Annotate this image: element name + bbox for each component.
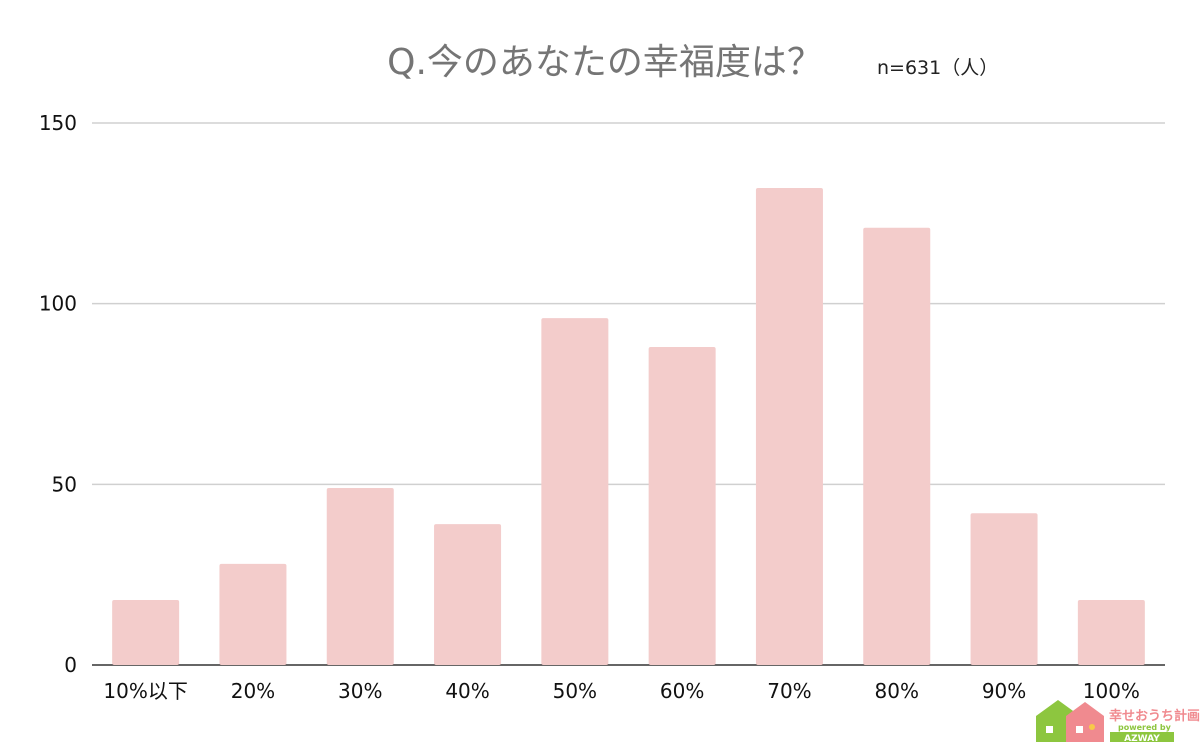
x-axis-tick-labels: 10%以下 20% 30% 40% 50% 60% 70% 80% 90% 100% — [103, 679, 1140, 703]
chart-title: Q.今のあなたの幸福度は？ — [387, 42, 823, 83]
y-axis-tick-labels: 0 50 100 150 — [39, 111, 77, 677]
x-tick-label: 100% — [1083, 679, 1140, 703]
bar — [112, 599, 180, 665]
bar — [648, 347, 716, 665]
x-tick-label: 70% — [767, 679, 811, 703]
brand-name: 幸せおうち計画 — [1109, 708, 1200, 724]
brand-company: AZWAY — [1124, 734, 1160, 742]
y-tick-label: 50 — [52, 472, 77, 496]
bar — [1077, 599, 1145, 665]
bar — [755, 188, 823, 666]
x-tick-label: 50% — [553, 679, 597, 703]
y-tick-label: 100 — [39, 292, 77, 316]
house-icon — [1036, 700, 1104, 742]
bar — [863, 227, 931, 665]
bar — [970, 513, 1038, 665]
brand-logo: 幸せおうち計画 powered by AZWAY — [1036, 700, 1200, 742]
x-tick-label: 90% — [982, 679, 1026, 703]
chart-subtitle: n=631（人） — [877, 57, 998, 79]
x-tick-label: 10%以下 — [103, 679, 187, 703]
bar — [434, 524, 502, 665]
x-tick-label: 40% — [445, 679, 489, 703]
bar — [326, 487, 394, 665]
x-tick-label: 60% — [660, 679, 704, 703]
bar — [541, 318, 609, 665]
brand-tagline: powered by — [1118, 723, 1172, 732]
brand-company-badge — [1110, 732, 1174, 742]
x-tick-label: 30% — [338, 679, 382, 703]
y-tick-label: 150 — [39, 111, 77, 135]
bars — [112, 188, 1145, 666]
x-tick-label: 80% — [875, 679, 919, 703]
bar — [219, 563, 287, 665]
x-tick-label: 20% — [231, 679, 275, 703]
y-tick-label: 0 — [64, 653, 77, 677]
